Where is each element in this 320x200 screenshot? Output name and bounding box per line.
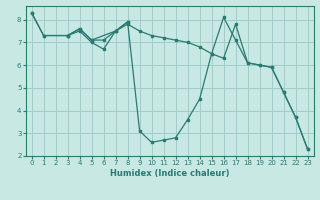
X-axis label: Humidex (Indice chaleur): Humidex (Indice chaleur) (110, 169, 229, 178)
